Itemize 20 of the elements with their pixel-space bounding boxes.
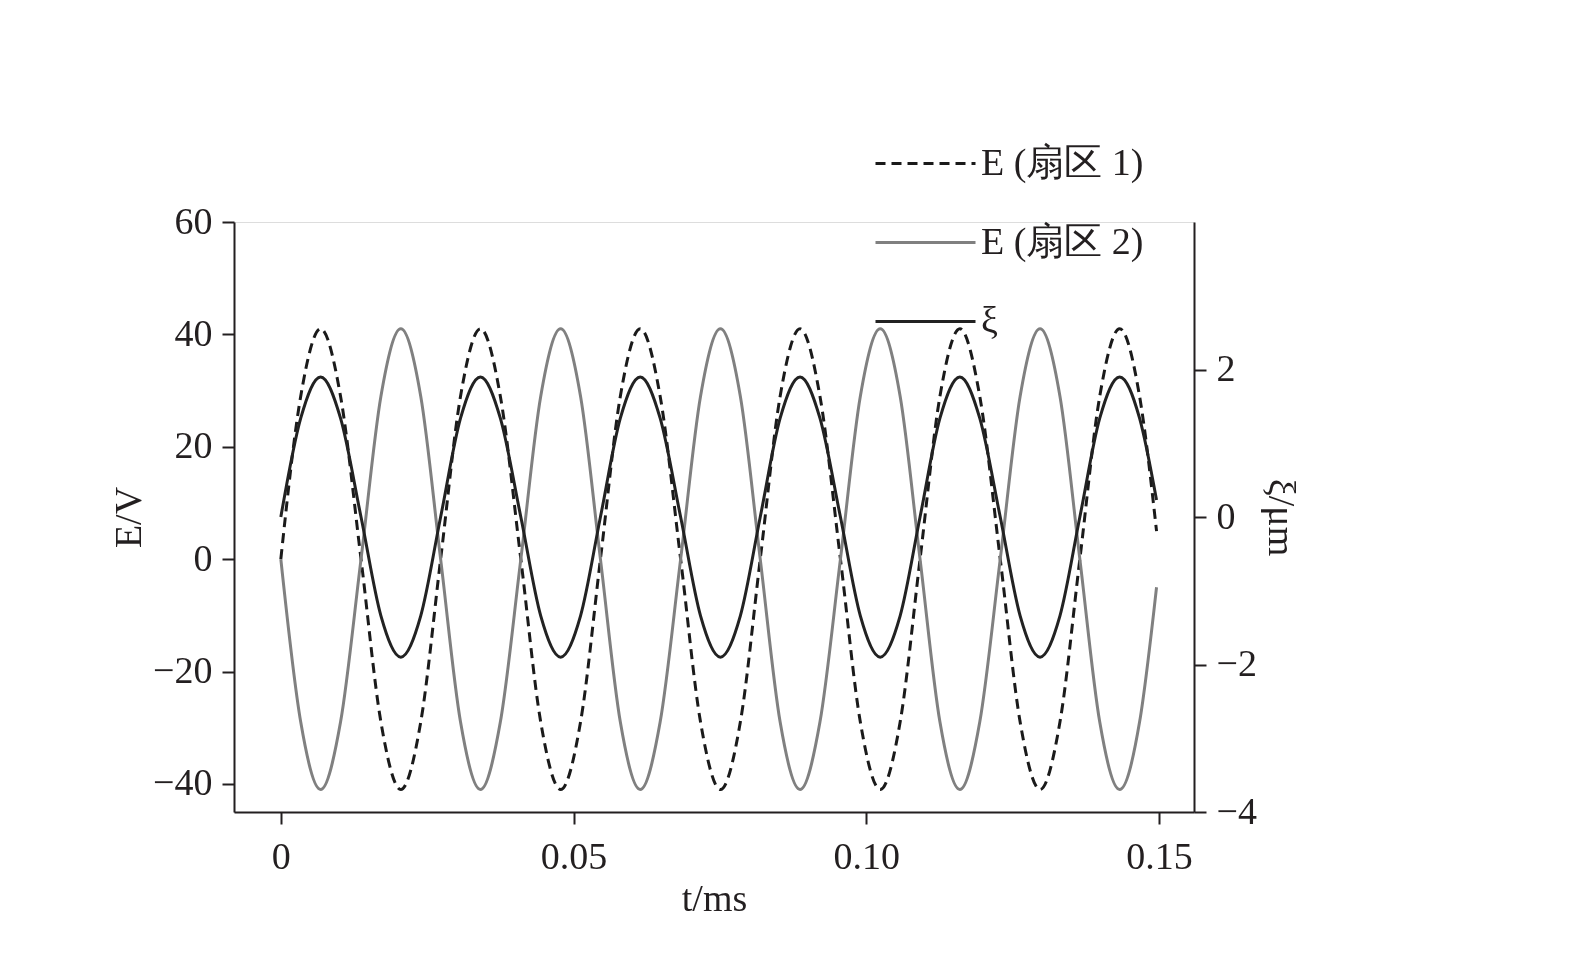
y-tick-label: 0 [193,536,213,579]
y-tick-label: −20 [153,649,213,692]
y-axis-title: E/V [107,486,150,549]
x-tick-label: 0.10 [833,834,900,877]
legend-label: E (扇区 1) [981,140,1144,184]
y-tick-label: 60 [174,199,213,242]
y-tick-label: 20 [174,424,213,467]
x-tick-label: 0.05 [540,834,608,877]
y2-tick-label: 2 [1216,347,1236,389]
y2-tick-label: 0 [1216,494,1236,537]
x-tick-label: 0.15 [1126,834,1193,877]
x-axis-title: t/ms [681,876,748,919]
y-tick-label: −40 [153,761,213,804]
y2-tick-label: −4 [1216,789,1257,832]
y2-axis-title: ξ/μm [1260,478,1303,557]
legend-label: ξ [981,298,998,341]
y2-tick-label: −2 [1216,642,1257,684]
y-tick-label: 40 [174,311,213,354]
legend-label: E (扇区 2) [981,219,1144,263]
x-tick-label: 0 [271,834,291,877]
